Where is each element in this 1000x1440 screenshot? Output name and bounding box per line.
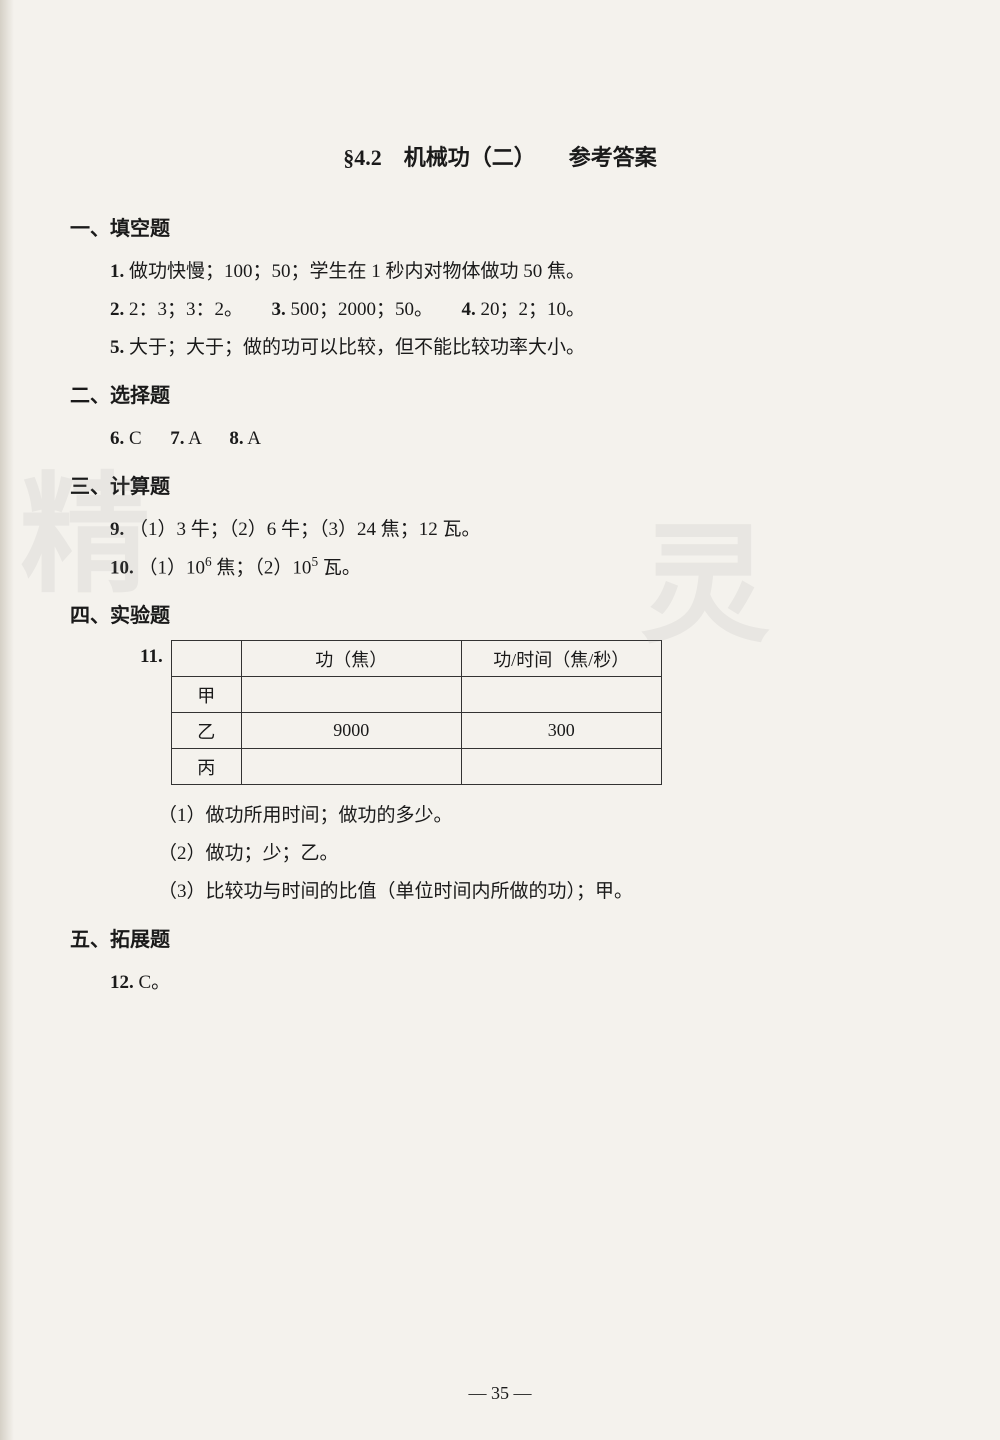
- table-header-3: 功/时间（焦/秒）: [461, 641, 661, 677]
- table-header-1: [171, 641, 241, 677]
- q11-table: 功（焦） 功/时间（焦/秒） 甲 乙 9000 300 丙: [171, 640, 662, 785]
- q2-text: 2：3；3：2。: [129, 299, 243, 320]
- q6-text: C: [129, 428, 142, 449]
- q11-number: 11.: [140, 646, 163, 668]
- table-header-2: 功（焦）: [241, 641, 461, 677]
- q8-text: A: [247, 428, 261, 449]
- question-11-table-wrap: 11. 功（焦） 功/时间（焦/秒） 甲 乙 9000 300 丙: [140, 640, 920, 785]
- q1-text: 做功快慢；100；50；学生在 1 秒内对物体做功 50 焦。: [129, 261, 585, 282]
- q10-exp1: 6: [205, 554, 212, 569]
- title-topic: 机械功（二）: [404, 145, 536, 170]
- q12-number: 12.: [110, 972, 134, 993]
- question-6-7-8: 6. C 7. A 8. A: [110, 420, 920, 458]
- q9-text: （1）3 牛；（2）6 牛；（3）24 焦；12 瓦。: [129, 519, 481, 540]
- table-cell: [461, 749, 661, 785]
- q11-sub1: （1）做功所用时间；做功的多少。: [158, 797, 920, 835]
- section-2-heading: 二、选择题: [70, 379, 920, 408]
- question-1: 1. 做功快慢；100；50；学生在 1 秒内对物体做功 50 焦。: [110, 253, 920, 291]
- table-cell: [241, 677, 461, 713]
- q10-mid: 焦；（2）10: [212, 557, 312, 578]
- table-cell: [241, 749, 461, 785]
- q10-suffix: 瓦。: [318, 557, 361, 578]
- question-2-3-4: 2. 2：3；3：2。 3. 500；2000；50。 4. 20；2；10。: [110, 291, 920, 329]
- table-cell-label: 甲: [171, 677, 241, 713]
- q11-sub2: （2）做功；少；乙。: [158, 835, 920, 873]
- q5-text: 大于；大于；做的功可以比较，但不能比较功率大小。: [129, 337, 585, 358]
- table-row: 甲: [171, 677, 661, 713]
- q3-number: 3.: [272, 299, 286, 320]
- q12-text: C。: [139, 972, 171, 993]
- scan-left-edge: [0, 0, 14, 1440]
- q4-number: 4.: [462, 299, 476, 320]
- table-cell-label: 乙: [171, 713, 241, 749]
- section-3-heading: 三、计算题: [70, 470, 920, 499]
- title-answers: 参考答案: [569, 145, 657, 170]
- q4-text: 20；2；10。: [481, 299, 586, 320]
- q5-number: 5.: [110, 337, 124, 358]
- table-header-row: 功（焦） 功/时间（焦/秒）: [171, 641, 661, 677]
- table-row: 丙: [171, 749, 661, 785]
- table-cell: 300: [461, 713, 661, 749]
- section-1-heading: 一、填空题: [70, 212, 920, 241]
- page-title: §4.2 机械功（二） 参考答案: [80, 140, 920, 172]
- q7-text: A: [188, 428, 201, 449]
- title-section-number: §4.2: [343, 145, 382, 170]
- q3-text: 500；2000；50。: [291, 299, 434, 320]
- q9-number: 9.: [110, 519, 124, 540]
- q1-number: 1.: [110, 261, 124, 282]
- table-cell: 9000: [241, 713, 461, 749]
- table-row: 乙 9000 300: [171, 713, 661, 749]
- q2-number: 2.: [110, 299, 124, 320]
- question-12: 12. C。: [110, 964, 920, 1002]
- table-cell-label: 丙: [171, 749, 241, 785]
- question-9: 9. （1）3 牛；（2）6 牛；（3）24 焦；12 瓦。: [110, 511, 920, 549]
- page-number: — 35 —: [0, 1383, 1000, 1404]
- table-cell: [461, 677, 661, 713]
- q10-number: 10.: [110, 557, 134, 578]
- question-5: 5. 大于；大于；做的功可以比较，但不能比较功率大小。: [110, 329, 920, 367]
- q7-number: 7.: [170, 428, 184, 449]
- section-4-heading: 四、实验题: [70, 599, 920, 628]
- question-10: 10. （1）106 焦；（2）105 瓦。: [110, 549, 920, 587]
- q11-sub3: （3）比较功与时间的比值（单位时间内所做的功）；甲。: [158, 873, 920, 911]
- q6-number: 6.: [110, 428, 124, 449]
- q10-prefix: （1）10: [139, 557, 206, 578]
- q8-number: 8.: [229, 428, 243, 449]
- section-5-heading: 五、拓展题: [70, 923, 920, 952]
